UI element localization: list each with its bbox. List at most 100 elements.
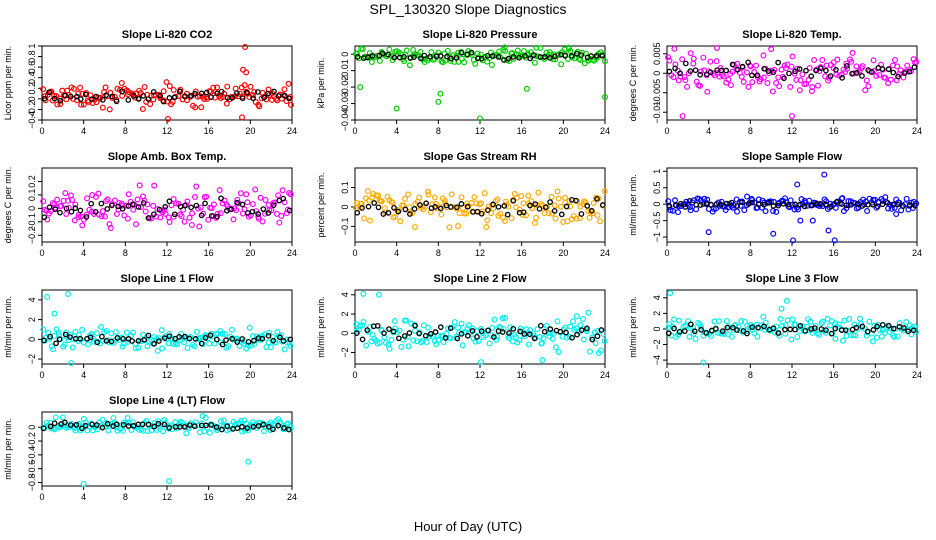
data-point (531, 59, 538, 66)
mean-point (77, 335, 83, 342)
data-point (709, 208, 716, 215)
data-point (85, 341, 92, 348)
mean-point (775, 59, 781, 66)
mean-point (371, 200, 378, 206)
mean-point (108, 338, 115, 345)
x-tick-label: 20 (558, 248, 568, 258)
mean-point (890, 325, 897, 332)
mean-point (885, 322, 892, 329)
mean-point (900, 203, 907, 209)
mean-point (261, 94, 268, 101)
chart-title: Slope Li-820 Temp. (742, 29, 841, 41)
y-tick-label: −0.4 (27, 446, 37, 464)
data-point (203, 193, 210, 200)
mean-point (448, 55, 454, 62)
data-point (261, 210, 268, 217)
data-point (276, 219, 283, 226)
data-point (555, 349, 562, 356)
mean-point (478, 328, 485, 335)
outlier-point (783, 297, 790, 304)
data-point (428, 49, 435, 56)
data-point (751, 199, 758, 206)
mean-point (282, 92, 288, 99)
mean-point (286, 95, 292, 102)
data-point (725, 76, 732, 83)
x-tick-label: 20 (245, 248, 255, 258)
data-point (125, 191, 132, 198)
data-point (773, 80, 780, 87)
outlier-point (393, 105, 400, 112)
data-point (805, 76, 812, 83)
x-tick-label: 8 (436, 126, 441, 136)
chart-title: Slope Amb. Box Temp. (108, 151, 227, 163)
x-tick-label: 20 (870, 126, 880, 136)
data-point (509, 338, 516, 345)
mean-point (286, 207, 293, 214)
mean-point (270, 202, 277, 209)
mean-point (391, 205, 397, 211)
mean-point (874, 323, 880, 330)
mean-point (770, 69, 777, 76)
mean-point (407, 211, 413, 217)
mean-point (135, 204, 142, 210)
data-point (409, 210, 416, 217)
mean-point (676, 328, 683, 335)
outlier-point (360, 290, 367, 297)
mean-point (259, 335, 266, 342)
mean-point (285, 426, 292, 433)
y-tick-label: 0 (27, 425, 37, 430)
mean-point (900, 325, 907, 331)
data-point (749, 79, 756, 86)
outlier-point (165, 115, 172, 122)
mean-point (99, 333, 105, 340)
outlier-point (679, 113, 686, 120)
data-point (438, 211, 445, 218)
mean-point (854, 201, 861, 207)
data-point (410, 337, 417, 344)
mean-point (244, 89, 250, 96)
data-point (894, 63, 901, 70)
x-tick-label: 4 (394, 248, 399, 258)
x-tick-label: 24 (912, 248, 922, 258)
data-point (846, 316, 853, 323)
mean-point (177, 88, 183, 95)
data-point (789, 53, 796, 60)
data-point (779, 322, 786, 329)
outlier-point (601, 93, 608, 100)
y-axis-label: percent per min. (316, 172, 326, 237)
data-point (679, 56, 686, 63)
mean-point (119, 88, 125, 95)
x-tick-label: 24 (912, 370, 922, 380)
data-point (760, 313, 767, 320)
mean-point (853, 70, 860, 76)
mean-point (869, 201, 876, 208)
data-point (202, 414, 209, 421)
outlier-point (239, 114, 246, 121)
mean-point (202, 334, 209, 341)
data-point (563, 334, 570, 341)
data-point (259, 218, 266, 225)
outlier-point (240, 66, 247, 73)
data-point (807, 318, 814, 325)
data-point (806, 64, 813, 71)
data-point (78, 101, 85, 108)
mean-point (82, 91, 89, 98)
mean-point (354, 54, 361, 60)
x-tick-label: 4 (706, 370, 711, 380)
mean-point (401, 53, 407, 60)
data-point (40, 326, 47, 333)
data-point (490, 205, 497, 212)
mean-point (884, 199, 891, 206)
mean-point (62, 331, 69, 338)
data-point (206, 429, 213, 436)
data-point (421, 59, 428, 66)
mean-point (130, 93, 137, 99)
data-point (386, 46, 393, 53)
mean-point (797, 201, 803, 208)
mean-point (729, 61, 736, 68)
outlier-point (667, 290, 674, 297)
mean-point (437, 205, 444, 212)
data-point (110, 414, 117, 421)
data-point (516, 206, 523, 213)
x-tick-label: 4 (81, 492, 86, 502)
